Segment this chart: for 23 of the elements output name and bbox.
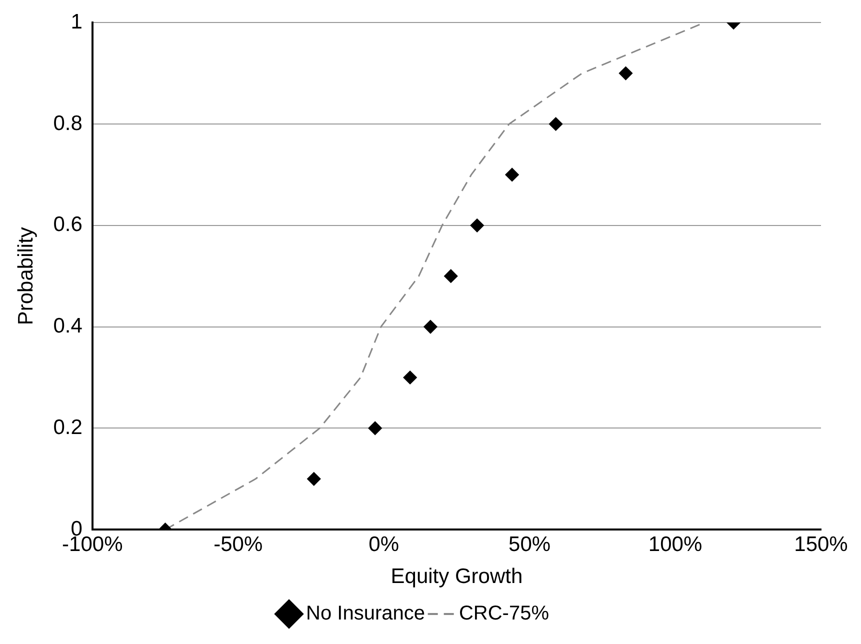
x-tick-label: 150% xyxy=(794,532,848,556)
legend-label: No Insurance xyxy=(306,602,425,625)
y-tick-label: 0.4 xyxy=(53,314,83,338)
y-tick-label: 0.6 xyxy=(53,213,82,236)
point xyxy=(368,421,382,435)
legend-label: CRC-75% xyxy=(458,602,550,625)
point xyxy=(470,218,484,232)
point xyxy=(403,370,417,384)
x-tick-label: 100% xyxy=(648,532,702,556)
point xyxy=(444,269,458,283)
point xyxy=(549,117,563,131)
y-tick-label: 0.8 xyxy=(53,112,82,135)
x-tick-label: 0% xyxy=(368,532,400,556)
y-tick-label: 0.2 xyxy=(53,416,82,439)
point xyxy=(505,168,519,182)
x-axis-title: Equity Growth xyxy=(390,565,523,588)
x-tick-label: -50% xyxy=(214,532,263,556)
y-axis-title: Probability xyxy=(14,226,38,326)
point xyxy=(618,66,632,80)
y-tick-label: 1 xyxy=(70,10,82,34)
x-tick-label: 50% xyxy=(508,532,551,556)
point xyxy=(424,320,438,334)
point xyxy=(307,472,321,486)
